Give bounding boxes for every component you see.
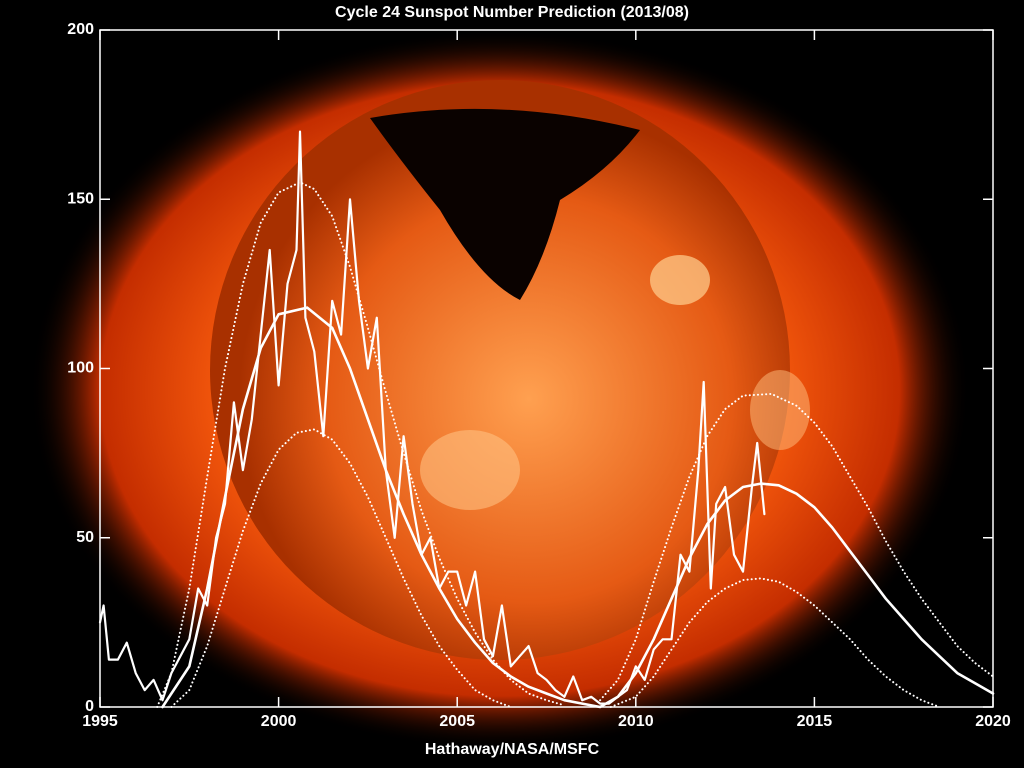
x-tick-label: 2015 — [797, 713, 833, 730]
y-tick-label: 50 — [76, 529, 94, 546]
x-axis-label: Hathaway/NASA/MSFC — [425, 741, 600, 758]
y-tick-label: 0 — [85, 698, 94, 715]
x-tick-label: 2020 — [975, 713, 1011, 730]
coronal-hole — [370, 108, 640, 301]
x-tick-label: 2005 — [439, 713, 475, 730]
chart-title: Cycle 24 Sunspot Number Prediction (2013… — [335, 4, 689, 21]
active-region — [650, 255, 710, 305]
series-line — [170, 428, 941, 708]
y-tick-label: 150 — [67, 190, 94, 207]
y-tick-label: 100 — [67, 360, 94, 377]
x-tick-label: 1995 — [82, 713, 118, 730]
sun-disk — [210, 80, 790, 660]
active-region — [750, 370, 810, 450]
active-region — [420, 430, 520, 510]
series-line — [161, 306, 995, 709]
x-tick-label: 2000 — [261, 713, 297, 730]
series-line — [98, 130, 766, 705]
x-tick-label: 2010 — [618, 713, 654, 730]
y-tick-label: 200 — [67, 21, 94, 38]
series-line — [156, 181, 994, 708]
